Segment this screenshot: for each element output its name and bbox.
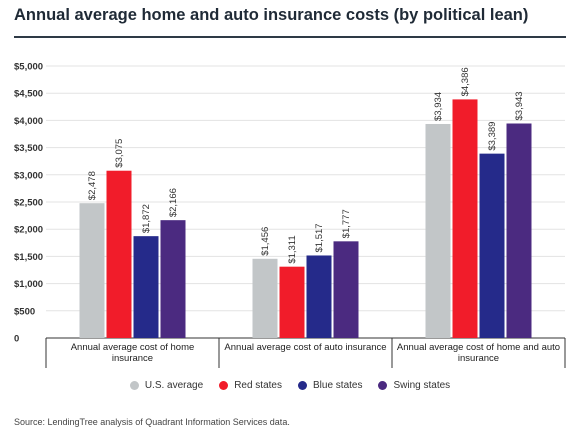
bar-value-label: $1,872 [141,204,152,233]
bar [425,123,451,338]
bar [452,99,478,338]
bar-value-label: $1,517 [314,223,325,252]
y-tick-label: $3,000 [14,170,43,181]
bar-value-label: $3,934 [433,92,444,121]
x-category-label: Annual average cost of home [71,342,195,353]
bar-chart: 0 $500 $1,000 $1,500 $2,000 $2,500 $3,000 $3,50… [14,62,566,368]
legend-item: Blue states [298,380,362,391]
bar-value-label: $4,386 [460,67,471,96]
bar-value-label: $3,943 [514,91,525,120]
y-tick-label: $1,000 [14,279,43,290]
legend-item: U.S. average [129,380,204,391]
legend-swatch [378,381,388,390]
bar-value-label: $2,166 [168,188,179,217]
y-tick-label: $2,500 [14,198,43,209]
legend-swatch [298,381,307,390]
bar [133,236,159,338]
bar-value-label: $1,456 [260,227,271,256]
y-tick-label: 0 [14,334,19,345]
bar [106,170,132,338]
x-category-label: Annual average cost of home and auto [397,342,560,353]
bar [333,241,359,338]
x-category-label: insurance [458,353,499,364]
x-category-label: Annual average cost of auto insurance [224,342,386,353]
bar [79,203,105,338]
legend-label: U.S. average [144,380,204,391]
source-note: Source: LendingTree analysis of Quadrant… [14,417,290,427]
bar [306,255,332,338]
y-tick-label: $1,500 [14,252,43,263]
y-tick-label: $4,500 [14,89,43,100]
x-category-label: insurance [112,353,153,364]
bar-value-label: $3,075 [114,139,125,168]
bar-value-label: $3,389 [487,122,498,151]
y-tick-label: $3,500 [14,143,43,154]
legend-swatch [219,381,229,390]
y-tick-label: $4,000 [14,116,43,127]
y-tick-label: $5,000 [14,62,43,73]
bar-value-label: $1,777 [341,209,352,238]
bar [479,153,505,338]
legend-label: Swing states [393,380,451,391]
bar-value-label: $1,311 [287,235,298,263]
y-tick-label: $2,000 [14,225,43,236]
bar [506,123,532,339]
chart-legend: U.S. average Red states Blue states Swing s… [0,380,580,391]
y-tick-label: $500 [14,306,35,317]
bar [279,266,305,338]
title-divider [14,36,566,38]
bar [160,220,186,338]
legend-item: Swing states [378,380,450,391]
legend-label: Red states [234,380,282,391]
legend-swatch [129,381,139,390]
bar-value-label: $2,478 [87,171,98,200]
chart-title: Annual average home and auto insurance c… [14,6,529,24]
legend-item: Red states [219,380,282,391]
bar [252,258,278,338]
legend-label: Blue states [313,380,363,391]
